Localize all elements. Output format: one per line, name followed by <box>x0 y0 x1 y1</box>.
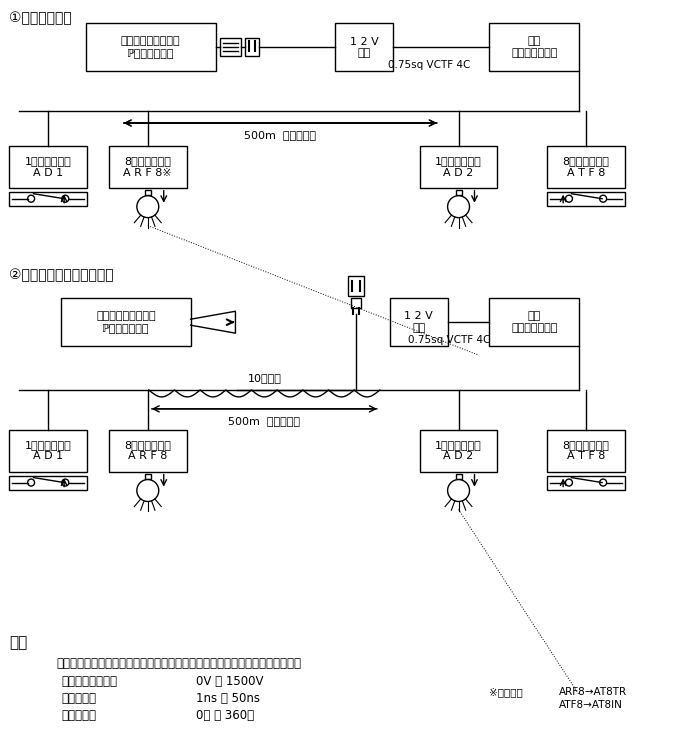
Bar <box>219 38 242 56</box>
Bar <box>335 23 393 71</box>
Bar <box>86 23 216 71</box>
Bar <box>61 298 191 346</box>
Text: 0V ～ 1500V: 0V ～ 1500V <box>196 675 263 688</box>
Bar <box>109 146 187 188</box>
Circle shape <box>448 479 470 502</box>
Circle shape <box>566 195 573 202</box>
Circle shape <box>62 195 69 202</box>
Circle shape <box>137 479 159 502</box>
Bar <box>547 476 625 490</box>
Circle shape <box>28 479 35 486</box>
Bar <box>145 189 151 195</box>
Bar <box>547 192 625 206</box>
Circle shape <box>600 479 607 486</box>
Text: 下記の条件でノイズを印加していずれの組合わせも誤動作、信号欠落等なし。: 下記の条件でノイズを印加していずれの組合わせも誤動作、信号欠落等なし。 <box>56 657 301 670</box>
Bar <box>9 146 87 188</box>
Circle shape <box>28 195 35 202</box>
Text: 1出力ユニット
A D 2: 1出力ユニット A D 2 <box>435 156 482 178</box>
Circle shape <box>600 195 607 202</box>
Text: 0.75sq VCTF 4C: 0.75sq VCTF 4C <box>389 60 471 70</box>
Text: 1入力ユニット
A D 1: 1入力ユニット A D 1 <box>25 156 71 178</box>
Bar <box>420 430 498 472</box>
Bar <box>145 473 151 479</box>
Text: ・ノイズ印加電圧: ・ノイズ印加電圧 <box>61 675 117 688</box>
Text: ①電源重畳試験: ①電源重畳試験 <box>9 11 72 25</box>
Circle shape <box>448 195 470 218</box>
Text: 8出力ユニット
A R F 8※: 8出力ユニット A R F 8※ <box>124 156 172 178</box>
Text: 1出力ユニット
A D 2: 1出力ユニット A D 2 <box>435 440 482 461</box>
Bar <box>9 430 87 472</box>
Text: 0.75sq VCTF 4C: 0.75sq VCTF 4C <box>408 335 491 345</box>
Bar <box>9 192 87 206</box>
Bar <box>420 146 498 188</box>
Bar <box>9 476 87 490</box>
Text: ・パルス幅: ・パルス幅 <box>61 692 96 705</box>
Circle shape <box>566 479 573 486</box>
Text: ノイズシュミレータ
ℙノイズ研究所: ノイズシュミレータ ℙノイズ研究所 <box>121 37 180 58</box>
Bar <box>547 430 625 472</box>
Text: ノイズシュミレータ
ℙノイズ研究所: ノイズシュミレータ ℙノイズ研究所 <box>96 312 155 333</box>
Text: 8出力ユニット
A R F 8: 8出力ユニット A R F 8 <box>124 440 171 461</box>
Bar <box>246 38 260 56</box>
Bar <box>455 473 462 479</box>
Circle shape <box>62 479 69 486</box>
Text: 1入力ユニット
A D 1: 1入力ユニット A D 1 <box>25 440 71 461</box>
Bar <box>348 276 364 297</box>
Text: ATF8→AT8IN: ATF8→AT8IN <box>559 700 623 710</box>
Text: 8入力ユニット
A T F 8: 8入力ユニット A T F 8 <box>563 156 609 178</box>
Text: 8入力ユニット
A T F 8: 8入力ユニット A T F 8 <box>563 440 609 461</box>
Bar <box>455 189 462 195</box>
Text: 500m  双方向伝送: 500m 双方向伝送 <box>228 416 301 426</box>
Bar <box>547 146 625 188</box>
Text: 伝送
メインユニット: 伝送 メインユニット <box>511 37 557 58</box>
Bar <box>489 298 579 346</box>
Text: ARF8→AT8TR: ARF8→AT8TR <box>559 687 627 697</box>
Bar <box>351 298 361 309</box>
Text: 10ターン: 10ターン <box>247 373 281 383</box>
Text: 結果: 結果 <box>9 635 28 650</box>
Circle shape <box>137 195 159 218</box>
Bar <box>390 298 448 346</box>
Bar <box>489 23 579 71</box>
Bar <box>109 430 187 472</box>
Text: ・ＡＣ位相: ・ＡＣ位相 <box>61 709 96 721</box>
Text: 1 2 V
電源: 1 2 V 電源 <box>350 37 378 58</box>
Text: 1ns ～ 50ns: 1ns ～ 50ns <box>196 692 260 705</box>
Text: 500m  双方向伝送: 500m 双方向伝送 <box>244 130 316 140</box>
Text: ②伝送ラインにノイズ印加: ②伝送ラインにノイズ印加 <box>9 268 114 282</box>
Text: ※型番変更: ※型番変更 <box>489 687 523 697</box>
Text: 0度 ～ 360度: 0度 ～ 360度 <box>196 709 254 721</box>
Text: 1 2 V
電源: 1 2 V 電源 <box>405 312 433 333</box>
Text: 伝送
メインユニット: 伝送 メインユニット <box>511 312 557 333</box>
